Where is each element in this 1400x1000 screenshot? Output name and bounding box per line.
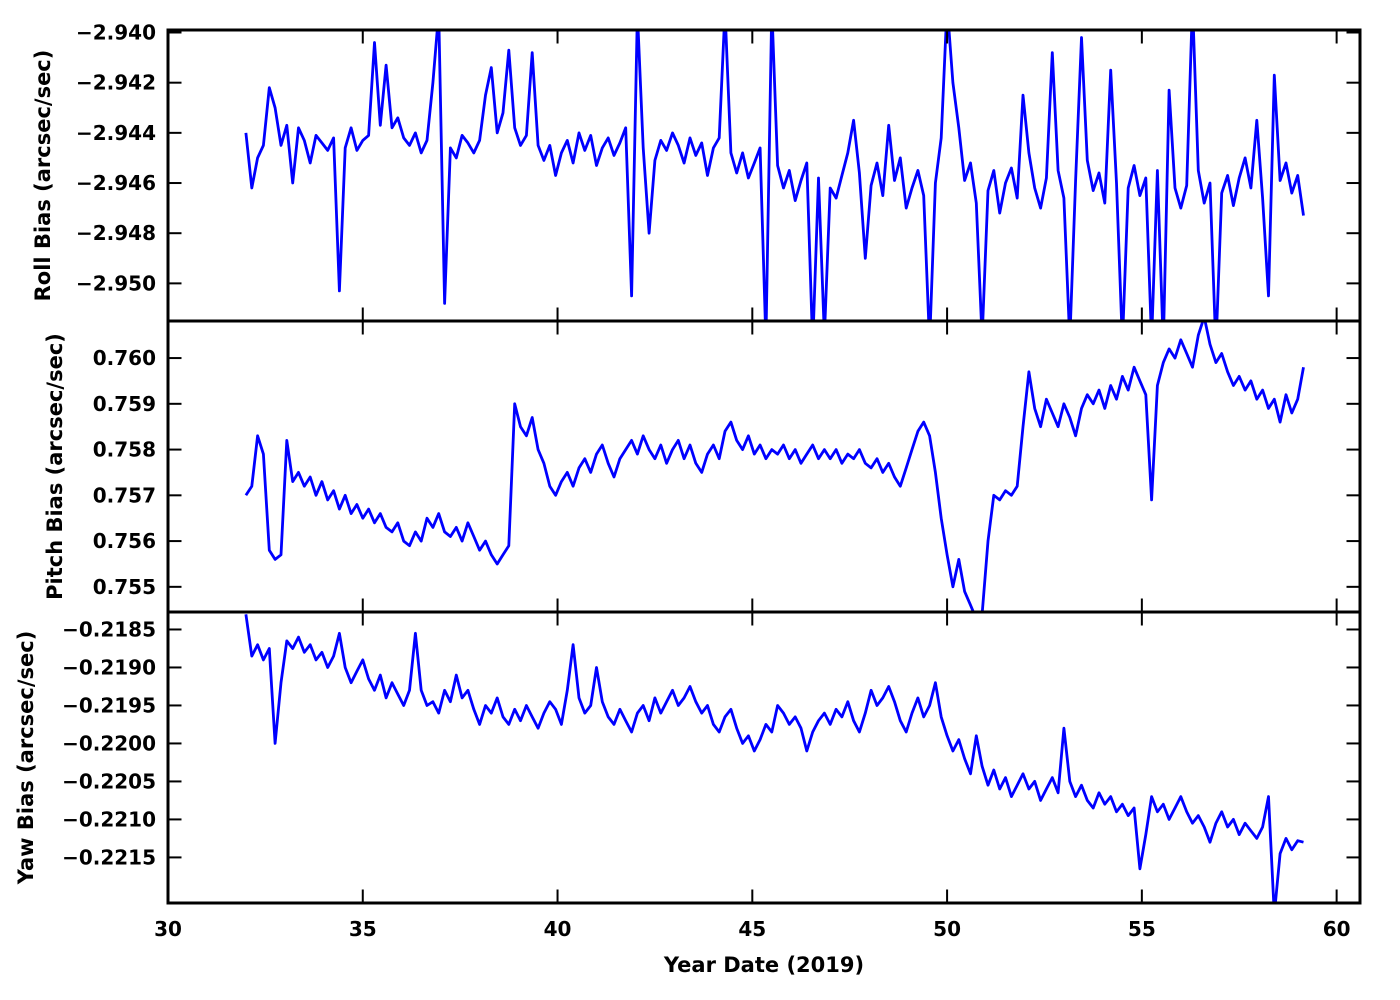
pitch-y-axis-label: Pitch Bias (arcsec/sec) <box>43 333 67 600</box>
yaw-y-tick-label: −0.2215 <box>62 845 156 869</box>
pitch-panel-frame <box>166 319 1362 614</box>
roll-bias-series <box>244 30 1305 321</box>
x-tick-label: 60 <box>1323 917 1351 941</box>
yaw-y-tick-label: −0.2205 <box>62 769 156 793</box>
x-tick-label: 30 <box>154 917 182 941</box>
roll-y-tick-label: −2.940 <box>76 21 156 45</box>
pitch-y-tick-label: 0.759 <box>93 392 156 416</box>
pitch-bias-series <box>244 321 1305 612</box>
roll-y-tick-label: −2.950 <box>76 271 156 295</box>
roll-y-tick-label: −2.944 <box>76 121 156 145</box>
x-tick-label: 40 <box>544 917 572 941</box>
yaw-y-tick-label: −0.2195 <box>62 693 156 717</box>
yaw-y-tick-label: −0.2190 <box>62 655 156 679</box>
pitch-y-tick-label: 0.756 <box>93 529 156 553</box>
roll-y-tick-label: −2.948 <box>76 221 156 245</box>
pitch-y-tick-label: 0.760 <box>93 346 156 370</box>
pitch-y-tick-label: 0.757 <box>93 483 156 507</box>
x-axis-title: Year Date (2019) <box>663 953 864 977</box>
yaw-y-axis-label: Yaw Bias (arcsec/sec) <box>14 631 38 886</box>
yaw-y-tick-label: −0.2210 <box>62 807 156 831</box>
roll-y-tick-label: −2.942 <box>76 71 156 95</box>
x-tick-label: 35 <box>349 917 377 941</box>
x-tick-label: 45 <box>738 917 766 941</box>
yaw-panel-frame <box>166 610 1362 905</box>
yaw-bias-series <box>244 614 1304 903</box>
roll-y-tick-label: −2.946 <box>76 171 156 195</box>
roll-y-axis-label: Roll Bias (arcsec/sec) <box>31 50 55 302</box>
yaw-y-tick-label: −0.2200 <box>62 731 156 755</box>
yaw-y-tick-label: −0.2185 <box>62 617 156 641</box>
pitch-y-tick-label: 0.758 <box>93 438 156 462</box>
pitch-y-tick-label: 0.755 <box>93 575 156 599</box>
x-tick-label: 55 <box>1128 917 1156 941</box>
x-tick-label: 50 <box>933 917 961 941</box>
